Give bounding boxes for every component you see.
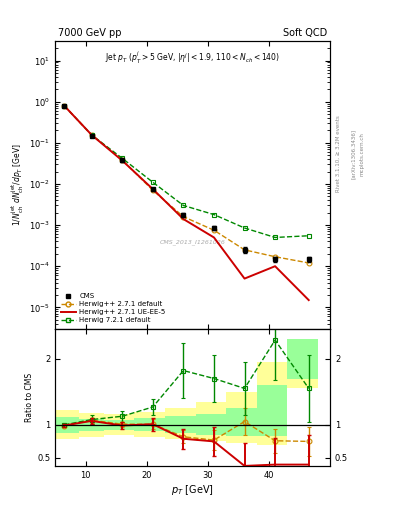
Legend: CMS, Herwig++ 2.7.1 default, Herwig++ 2.7.1 UE-EE-5, Herwig 7.2.1 default: CMS, Herwig++ 2.7.1 default, Herwig++ 2.… (59, 291, 168, 325)
Text: CMS_2013_I1261026: CMS_2013_I1261026 (160, 240, 226, 245)
Y-axis label: $1/N_{\rm ch}^{\rm jet}\ dN_{\rm ch}^{\rm jet}/dp_T\ [\rm GeV]$: $1/N_{\rm ch}^{\rm jet}\ dN_{\rm ch}^{\r… (10, 143, 26, 226)
Text: Rivet 3.1.10, ≥ 3.2M events: Rivet 3.1.10, ≥ 3.2M events (336, 115, 341, 192)
Text: Soft QCD: Soft QCD (283, 28, 327, 38)
Text: mcplots.cern.ch: mcplots.cern.ch (360, 132, 365, 176)
Y-axis label: Ratio to CMS: Ratio to CMS (25, 373, 34, 422)
Text: [arXiv:1306.3436]: [arXiv:1306.3436] (351, 129, 356, 179)
Text: 7000 GeV pp: 7000 GeV pp (58, 28, 121, 38)
X-axis label: $p_T$ [GeV]: $p_T$ [GeV] (171, 482, 214, 497)
Text: Jet $p_T$ ($p_T^j$$>$5 GeV, $|\eta^j|$$<$1.9, 110$<N_{ch}<$140): Jet $p_T$ ($p_T^j$$>$5 GeV, $|\eta^j|$$<… (105, 50, 280, 66)
